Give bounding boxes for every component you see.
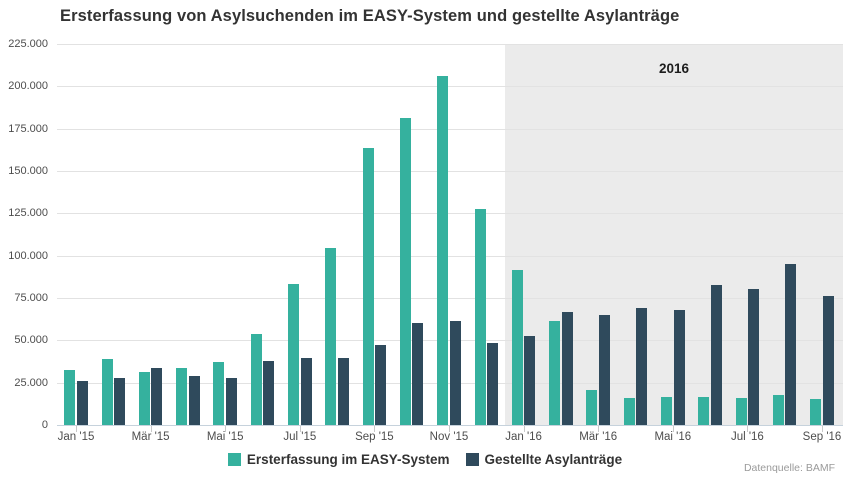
x-axis-tick: [747, 426, 749, 432]
x-axis-tick: [523, 426, 525, 432]
legend: Ersterfassung im EASY-System Gestellte A…: [0, 452, 850, 467]
gridline: [57, 128, 843, 130]
y-axis-tick-label: 100.000: [8, 249, 48, 262]
annotation-2016-label: 2016: [658, 61, 689, 76]
bar-easy-apr-16: [623, 398, 635, 425]
x-axis-tick-label: Jul '15: [283, 431, 317, 443]
bar-antraege-jan-15: [76, 380, 88, 425]
gridline: [57, 44, 843, 45]
bar-antraege-nov-15: [449, 321, 461, 425]
bar-easy-dez-15: [474, 209, 486, 425]
bar-antraege-aug-15: [337, 357, 349, 425]
bar-antraege-jul-16: [748, 289, 760, 425]
data-source-note: Datenquelle: BAMF: [743, 462, 835, 474]
y-axis-tick-label: 25.000: [14, 376, 48, 389]
x-axis-tick: [672, 426, 674, 432]
x-axis-tick-label: Mär '16: [579, 431, 618, 443]
legend-swatch-easy-system: [227, 453, 241, 466]
bar-easy-aug-16: [772, 394, 784, 425]
bar-easy-jan-16: [511, 269, 523, 425]
bar-easy-nov-15: [437, 76, 449, 425]
gridline: [57, 255, 843, 257]
legend-label-easy-system: Ersterfassung im EASY-System: [246, 452, 450, 467]
legend-swatch-asylantraege: [465, 453, 479, 466]
bar-antraege-jun-16: [710, 285, 722, 425]
bar-antraege-feb-16: [561, 311, 573, 425]
x-axis-tick-label: Sep '15: [355, 431, 394, 443]
bar-easy-sep-15: [362, 147, 374, 425]
x-axis-tick-label: Sep '16: [802, 431, 842, 443]
bar-antraege-jul-15: [300, 357, 312, 425]
bar-antraege-aug-16: [785, 263, 797, 425]
bar-antraege-okt-15: [412, 323, 424, 425]
gridline: [57, 298, 843, 299]
bar-easy-m-r-16: [586, 390, 598, 425]
bar-easy-jul-15: [288, 284, 300, 425]
bar-easy-sep-16: [810, 398, 822, 425]
bar-antraege-mai-16: [673, 310, 685, 425]
bar-easy-aug-15: [325, 248, 337, 425]
x-axis-tick: [150, 426, 152, 432]
x-axis-tick-label: Mär '15: [131, 431, 170, 443]
bar-antraege-m-r-15: [151, 367, 163, 425]
x-axis-tick: [374, 426, 376, 432]
bar-easy-jan-15: [64, 370, 76, 425]
x-axis-tick-label: Jul '16: [730, 431, 764, 443]
bar-easy-feb-16: [549, 321, 561, 425]
x-axis-line: [57, 425, 843, 426]
x-axis-tick: [76, 426, 77, 432]
bar-antraege-sep-15: [375, 345, 387, 425]
y-axis-tick-label: 0: [41, 419, 48, 431]
gridline: [57, 86, 843, 88]
bar-antraege-apr-15: [188, 375, 200, 425]
x-axis-tick-label: Nov '15: [429, 431, 469, 443]
bar-easy-mai-15: [213, 361, 225, 425]
legend-item-asylantraege: Gestellte Asylanträge: [465, 452, 623, 467]
bar-antraege-apr-16: [636, 307, 648, 425]
legend-label-asylantraege: Gestellte Asylanträge: [484, 452, 623, 467]
bar-easy-apr-15: [176, 368, 188, 425]
chart-title: Ersterfassung von Asylsuchenden im EASY-…: [60, 7, 680, 25]
y-axis-tick-label: 225.000: [8, 38, 48, 50]
bar-antraege-mai-15: [225, 377, 237, 425]
gridline: [57, 213, 843, 215]
bar-antraege-m-r-16: [598, 314, 610, 425]
bar-easy-mai-16: [661, 397, 673, 425]
legend-item-easy-system: Ersterfassung im EASY-System: [227, 452, 450, 467]
x-axis-tick: [598, 426, 600, 432]
bar-antraege-sep-16: [822, 295, 834, 425]
x-axis-tick: [299, 426, 301, 432]
x-axis-tick: [225, 426, 227, 432]
y-axis-tick-label: 175.000: [8, 122, 48, 135]
y-axis-tick-label: 125.000: [8, 207, 48, 220]
bar-antraege-feb-15: [114, 377, 126, 425]
bar-antraege-jun-15: [263, 361, 275, 425]
y-axis-tick-label: 75.000: [14, 292, 48, 304]
gridline: [57, 171, 843, 172]
x-axis-tick: [449, 426, 450, 432]
x-axis-tick-label: Mai '15: [206, 431, 244, 443]
x-axis-tick: [822, 426, 823, 432]
y-axis-tick-label: 50.000: [14, 334, 48, 347]
y-axis-tick-label: 200.000: [8, 80, 48, 93]
y-axis-tick-label: 150.000: [8, 165, 48, 177]
x-axis-tick-label: Mai '16: [654, 431, 692, 443]
bar-easy-jul-16: [735, 397, 747, 425]
bar-easy-feb-15: [101, 358, 113, 425]
x-axis-tick-label: Jan '16: [505, 431, 542, 443]
bar-easy-jun-16: [698, 397, 710, 425]
bar-antraege-dez-15: [487, 342, 499, 425]
bar-antraege-jan-16: [524, 335, 536, 425]
bar-easy-jun-15: [250, 333, 262, 425]
bar-easy-m-r-15: [138, 371, 150, 425]
x-axis-tick-label: Jan '15: [57, 431, 95, 443]
bar-easy-okt-15: [399, 118, 411, 425]
